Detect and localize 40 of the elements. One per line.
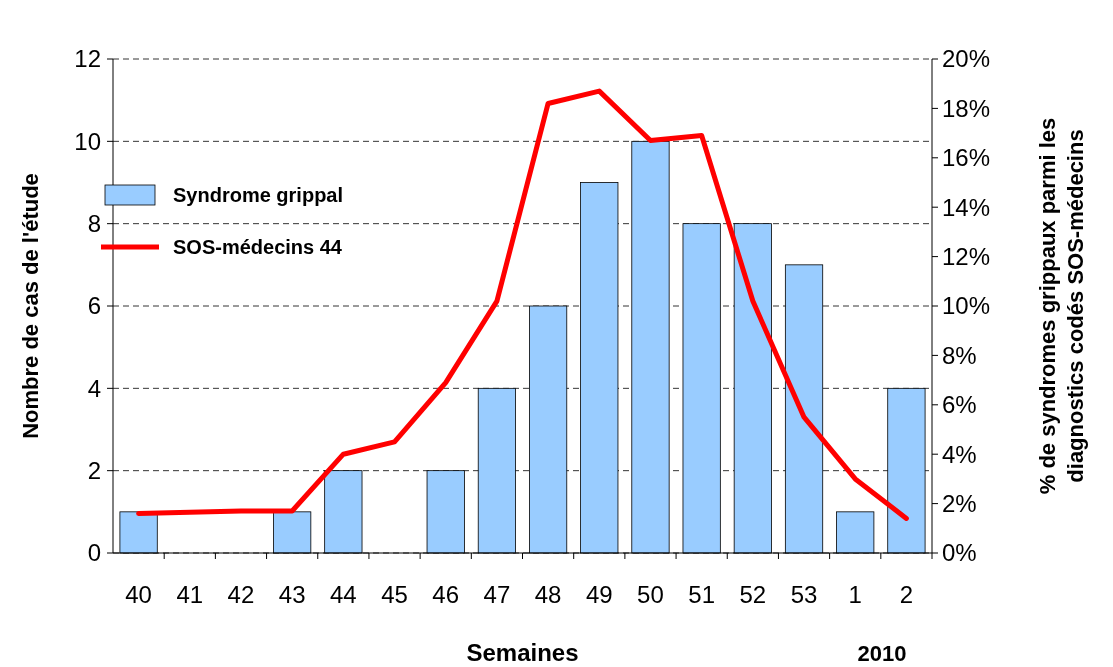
- y2-tick-label: 0%: [942, 539, 977, 567]
- x-tick-label: 53: [790, 581, 818, 608]
- y2-tick-label: 6%: [942, 391, 977, 419]
- y2-tick-label: 20%: [942, 45, 991, 73]
- x-tick-label: 49: [585, 581, 613, 608]
- y-tick-label: 8: [87, 210, 101, 238]
- x-tick-label: 52: [739, 581, 767, 608]
- x-tick-label: 40: [125, 581, 152, 608]
- y-tick-label: 2: [87, 457, 101, 485]
- x-tick-label: 1: [848, 581, 862, 608]
- y2-tick-label: 4%: [942, 440, 977, 468]
- y2-tick-label: 18%: [942, 94, 991, 122]
- y-tick-label: 0: [87, 539, 101, 567]
- x-axis-title: Semaines: [466, 639, 579, 666]
- x-tick-label: 43: [278, 581, 306, 608]
- text: 2010: [857, 641, 907, 666]
- y2-tick-label: 10%: [942, 292, 991, 320]
- x-tick-label: 46: [432, 581, 460, 608]
- x-tick-label: 44: [329, 581, 357, 608]
- y-tick-label: 4: [87, 374, 101, 402]
- y-tick-label: 10: [74, 127, 101, 155]
- x-tick-label: 48: [534, 581, 562, 608]
- x-tick-label: 41: [176, 581, 204, 608]
- y2-tick-label: 12%: [942, 243, 991, 270]
- y-axis-title: Nombre de cas de l'étude: [18, 173, 43, 439]
- y2-tick-label: 16%: [942, 144, 991, 172]
- legend-label: SOS-médecins 44: [173, 236, 343, 258]
- y2-axis-title: % de syndromes grippaux parmi les diagnostics codés SOS-médecins: [1035, 117, 1088, 495]
- x-tick-label: 42: [227, 581, 255, 608]
- x-tick-label: 2: [899, 581, 914, 608]
- y2-tick-label: 8%: [942, 341, 977, 369]
- legend-label: Syndrome grippal: [173, 184, 344, 206]
- y2-tick-label: 14%: [942, 193, 991, 221]
- x-tick-label: 50: [637, 581, 664, 608]
- x-tick-label: 47: [483, 581, 511, 608]
- x-tick-label: 45: [381, 581, 408, 608]
- x-tick-label: 51: [688, 581, 716, 608]
- y2-tick-label: 2%: [942, 490, 977, 517]
- y-tick-label: 12: [74, 45, 101, 73]
- y-tick-label: 6: [87, 292, 101, 320]
